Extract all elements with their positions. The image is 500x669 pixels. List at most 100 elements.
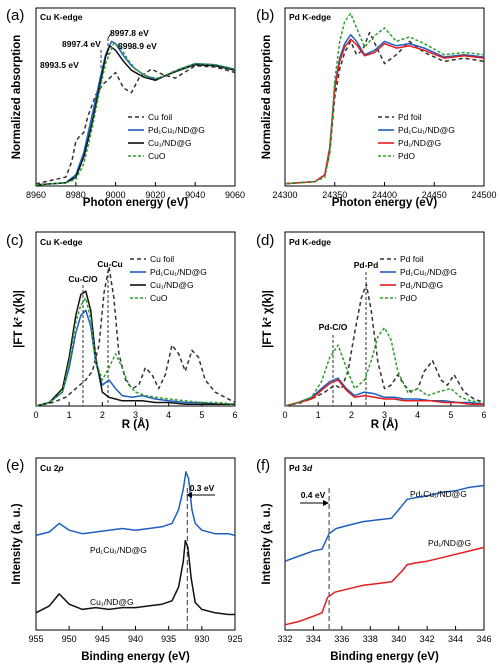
panel-f: (f) Pd 3d Binding energy (eV) Intensity … xyxy=(256,457,492,663)
x-tick-label: 0 xyxy=(282,410,287,420)
x-tick-label: 340 xyxy=(391,634,406,644)
annotation-8997-4: 8997.4 eV xyxy=(62,39,101,49)
panel-e: (e) Cu 2p Binding energy (eV) Intensity … xyxy=(6,457,243,663)
plot-frame-b xyxy=(284,7,485,187)
legend-d: Pd foil Pd₁Cu₁/ND@G Pd₁/ND@G PdO xyxy=(380,254,457,303)
series-line-4 xyxy=(284,12,485,185)
legend-label: Pd₁Cu₁/ND@G xyxy=(400,267,457,277)
x-tick-label: 334 xyxy=(306,634,321,644)
y-axis-label-e: Intensity (a. u.) xyxy=(11,503,23,584)
legend-label: Cu foil xyxy=(150,254,174,264)
legend-label: Pd foil xyxy=(400,254,424,264)
x-tick-label: 950 xyxy=(62,634,77,644)
x-tick-label: 940 xyxy=(128,634,143,644)
series-line-3 xyxy=(35,290,235,407)
legend-label: PdO xyxy=(400,293,417,303)
peak-label-cu-cu: Cu-Cu xyxy=(97,259,123,269)
series-line-1 xyxy=(35,266,236,407)
legend-label: CuO xyxy=(150,293,168,303)
pointer-a1 xyxy=(107,31,113,39)
x-ticks-e: 955 950 945 940 935 930 925 xyxy=(28,626,243,644)
x-tick-label: 3 xyxy=(382,410,387,420)
legend-c: Cu foil Pd₁Cu₁/ND@G Cu₁/ND@G CuO xyxy=(130,254,207,303)
panel-label-e: (e) xyxy=(6,457,24,474)
x-tick-label: 6 xyxy=(481,410,486,420)
shift-label-e: 0.3 eV xyxy=(190,483,215,493)
legend-label: Pd foil xyxy=(398,112,422,122)
series-label-e-pdcu: Pd₁Cu₁/ND@G xyxy=(90,545,147,555)
inner-title-f: Pd 3d xyxy=(289,463,313,473)
x-tick-label: 5 xyxy=(199,410,204,420)
x-ticks-a: 8960 8980 9000 9020 9040 9060 xyxy=(26,182,245,200)
peak-label-cu-co: Cu-C/O xyxy=(68,274,98,284)
x-tick-label: 5 xyxy=(448,410,453,420)
x-tick-label: 24450 xyxy=(422,190,447,200)
legend-label: Pd₁/ND@G xyxy=(400,280,443,290)
x-axis-label-a: Photon energy (eV) xyxy=(83,197,189,209)
x-tick-label: 4 xyxy=(415,410,420,420)
inner-title-c: Cu K-edge xyxy=(40,237,83,247)
x-axis-label-b: Photon energy (eV) xyxy=(332,197,438,209)
x-tick-label: 344 xyxy=(448,634,463,644)
x-tick-label: 3 xyxy=(133,410,138,420)
panel-d: (d) Pd K-edge R (Å) |FT k² χ(k)| 0 1 2 3 4 5 6… xyxy=(256,231,487,431)
series-line-4 xyxy=(284,326,485,407)
x-tick-label: 930 xyxy=(194,634,209,644)
annotation-8997-8: 8997.8 eV xyxy=(110,28,149,38)
x-tick-label: 6 xyxy=(232,410,237,420)
x-ticks-b: 24300 24350 24400 24450 24500 xyxy=(272,182,497,200)
panel-a: (a) Cu K-edge Photon energy (eV) Normali… xyxy=(6,7,245,209)
x-tick-label: 4 xyxy=(166,410,171,420)
x-tick-label: 9060 xyxy=(225,190,245,200)
legend-label: Cu₁/ND@G xyxy=(150,280,194,290)
x-tick-label: 8960 xyxy=(26,190,46,200)
x-axis-label-e: Binding energy (eV) xyxy=(81,651,190,663)
series-group-e xyxy=(35,471,236,616)
legend-a: Cu foil Pd₁Cu₁/ND@G Cu₁/ND@G CuO xyxy=(128,112,205,161)
x-tick-label: 925 xyxy=(227,634,242,644)
series-line-4 xyxy=(35,297,236,407)
series-label-e-cu: Cu₁/ND@G xyxy=(90,597,134,607)
series-group-a xyxy=(35,40,236,186)
series-line-1 xyxy=(284,283,485,407)
legend-b: Pd foil Pd₁Cu₁/ND@G Pd₁/ND@G PdO xyxy=(378,112,455,161)
series-group-d xyxy=(284,283,485,407)
y-axis-label-f: Intensity (a. u.) xyxy=(261,503,273,584)
plot-frame-d xyxy=(284,231,485,407)
panel-label-d: (d) xyxy=(256,232,274,249)
x-tick-label: 945 xyxy=(95,634,110,644)
series-label-f-pd: Pd₁/ND@G xyxy=(428,538,471,548)
x-tick-label: 9020 xyxy=(145,190,165,200)
x-tick-label: 9040 xyxy=(185,190,205,200)
legend-label: Pd₁Cu₁/ND@G xyxy=(150,267,207,277)
x-tick-label: 24500 xyxy=(471,190,496,200)
x-tick-label: 935 xyxy=(161,634,176,644)
panel-label-b: (b) xyxy=(256,7,274,24)
annotation-8998-9: 8998.9 eV xyxy=(118,41,157,51)
x-axis-label-c: R (Å) xyxy=(122,418,150,431)
series-line-2 xyxy=(35,309,235,407)
panel-c: (c) Cu K-edge R (Å) |FT k² χ(k)| 0 1 2 3 4 5 6… xyxy=(6,231,238,431)
panel-label-c: (c) xyxy=(6,232,24,249)
x-ticks-d: 0 1 2 3 4 5 6 xyxy=(282,402,487,420)
x-tick-label: 342 xyxy=(420,634,435,644)
series-line-3 xyxy=(284,379,484,407)
panel-label-a: (a) xyxy=(6,7,24,24)
x-tick-label: 0 xyxy=(33,410,38,420)
panel-b: (b) Pd K-edge Photon energy (eV) Normali… xyxy=(256,7,497,209)
series-line-1 xyxy=(35,471,236,537)
x-tick-label: 2 xyxy=(349,410,354,420)
series-line-3 xyxy=(284,38,485,185)
x-tick-label: 1 xyxy=(67,410,72,420)
panel-label-f: (f) xyxy=(256,457,270,474)
x-axis-label-d: R (Å) xyxy=(371,418,399,431)
series-group-c xyxy=(35,266,236,407)
plot-frame-a xyxy=(35,7,236,187)
series-group-b xyxy=(284,12,485,185)
inner-title-d: Pd K-edge xyxy=(289,237,331,247)
x-tick-label: 9000 xyxy=(106,190,126,200)
x-tick-label: 332 xyxy=(277,634,292,644)
legend-label: Cu foil xyxy=(148,112,172,122)
x-tick-label: 346 xyxy=(476,634,491,644)
